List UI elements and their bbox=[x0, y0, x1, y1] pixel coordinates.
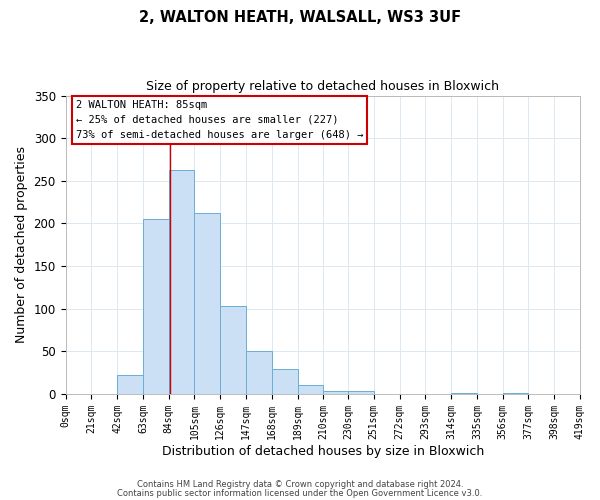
Bar bbox=[246, 352, 272, 394]
Bar bbox=[503, 393, 529, 394]
Bar bbox=[272, 369, 298, 394]
Text: Contains HM Land Registry data © Crown copyright and database right 2024.: Contains HM Land Registry data © Crown c… bbox=[137, 480, 463, 489]
Bar bbox=[323, 392, 348, 394]
Y-axis label: Number of detached properties: Number of detached properties bbox=[15, 146, 28, 344]
Text: 2, WALTON HEATH, WALSALL, WS3 3UF: 2, WALTON HEATH, WALSALL, WS3 3UF bbox=[139, 10, 461, 25]
Bar bbox=[117, 375, 143, 394]
Bar bbox=[143, 219, 169, 394]
Bar bbox=[298, 386, 323, 394]
Bar bbox=[348, 390, 374, 394]
Title: Size of property relative to detached houses in Bloxwich: Size of property relative to detached ho… bbox=[146, 80, 499, 93]
Text: 2 WALTON HEATH: 85sqm
← 25% of detached houses are smaller (227)
73% of semi-det: 2 WALTON HEATH: 85sqm ← 25% of detached … bbox=[76, 100, 364, 140]
Bar bbox=[220, 306, 246, 394]
Text: Contains public sector information licensed under the Open Government Licence v3: Contains public sector information licen… bbox=[118, 489, 482, 498]
X-axis label: Distribution of detached houses by size in Bloxwich: Distribution of detached houses by size … bbox=[161, 444, 484, 458]
Bar bbox=[451, 393, 477, 394]
Bar bbox=[169, 170, 194, 394]
Bar bbox=[194, 213, 220, 394]
